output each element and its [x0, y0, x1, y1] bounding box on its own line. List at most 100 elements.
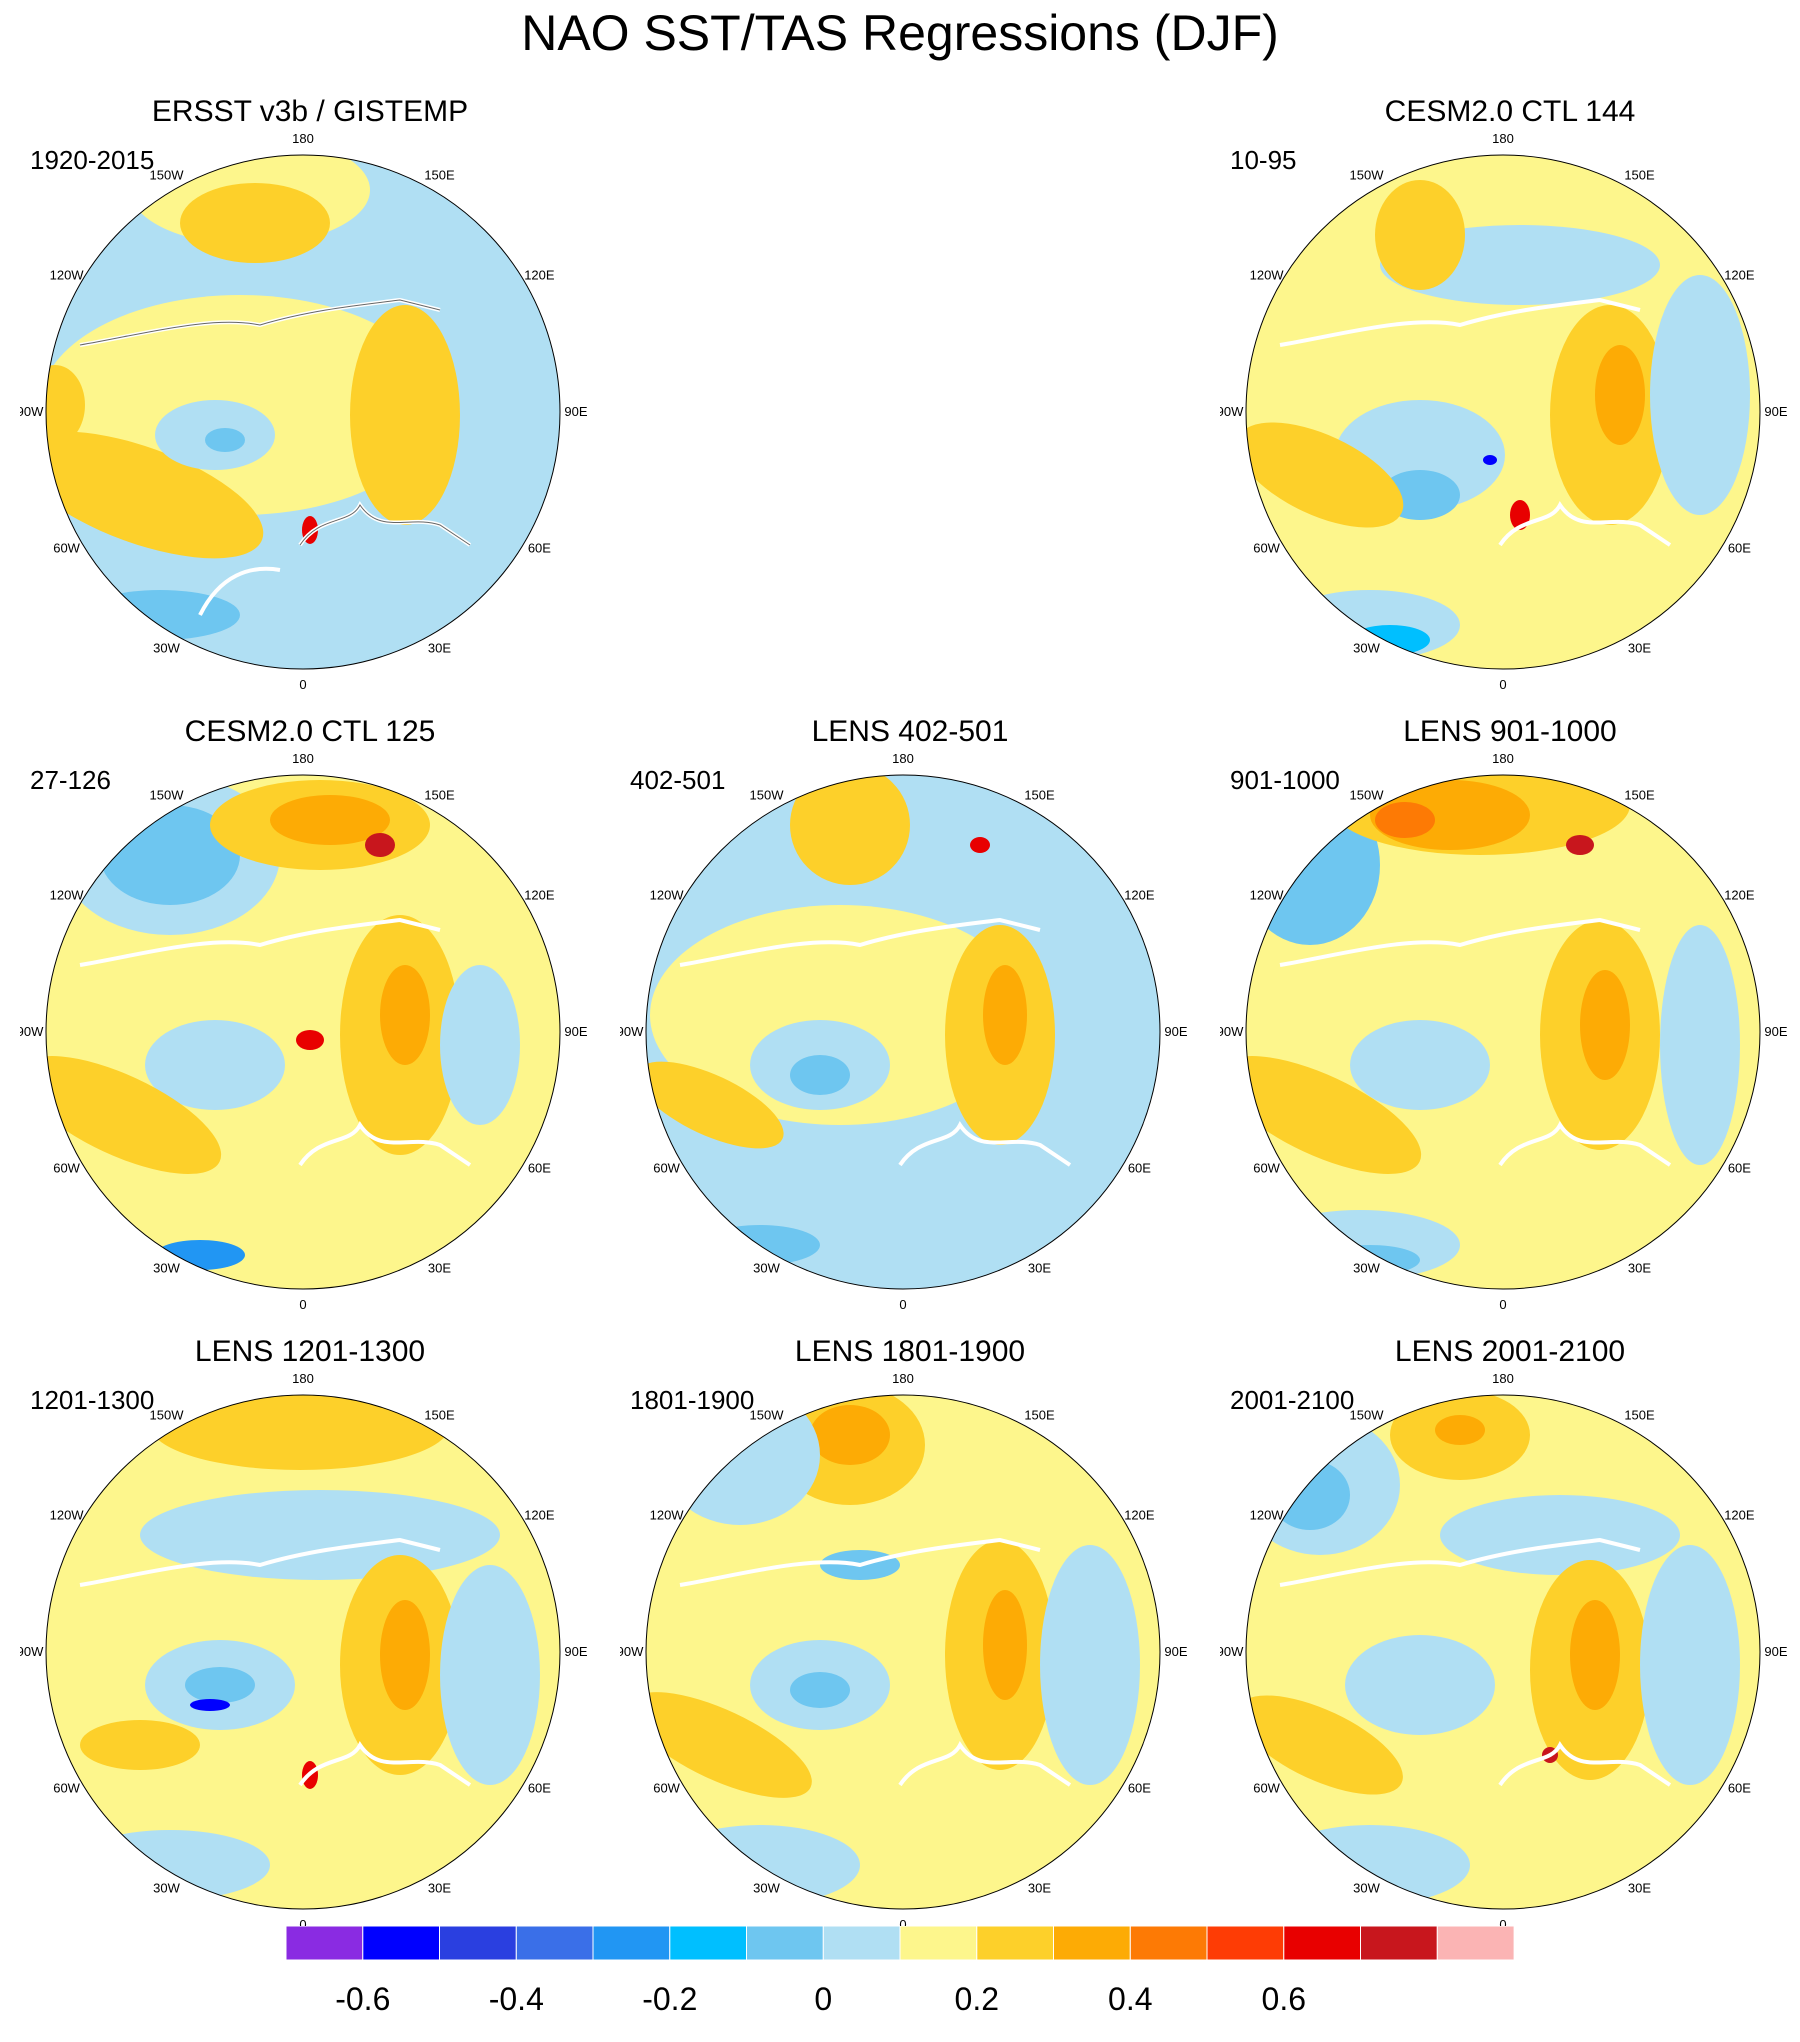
- longitude-label: 90E: [564, 404, 587, 419]
- longitude-label: 180: [892, 1371, 914, 1386]
- polar-map: 180 150E 120E 90E 60E 30E 0 30W 60W 90W 120W 150W: [1220, 1371, 1788, 1932]
- longitude-label: 180: [1492, 1371, 1514, 1386]
- polar-map: 180 150E 120E 90E 60E 30E 0 30W 60W 90W 120W 150W: [620, 751, 1188, 1312]
- longitude-label: 90W: [1220, 1024, 1244, 1039]
- colorbar-tick-label: -0.6: [335, 1981, 390, 2017]
- panel-title: ERSST v3b / GISTEMP: [151, 95, 469, 128]
- polar-map: 180 150E 120E 90E 60E 30E 0 30W 60W 90W 120W 150W: [1220, 751, 1788, 1312]
- longitude-label: 90W: [620, 1024, 644, 1039]
- longitude-label: 90E: [1764, 404, 1787, 419]
- longitude-label: 60E: [1728, 1781, 1751, 1796]
- longitude-label: 150E: [424, 1408, 455, 1423]
- longitude-label: 120E: [1724, 888, 1755, 903]
- longitude-label: 150E: [424, 168, 455, 183]
- longitude-label: 60W: [653, 1161, 680, 1176]
- longitude-label: 150W: [150, 168, 185, 183]
- longitude-label: 0: [1499, 1917, 1506, 1932]
- longitude-label: 150E: [1624, 788, 1655, 803]
- longitude-label: 150W: [1350, 1408, 1385, 1423]
- longitude-label: 60W: [1253, 1161, 1280, 1176]
- panel-period: 27-126: [30, 765, 111, 795]
- longitude-label: 0: [299, 1917, 306, 1932]
- panel-title: LENS 901-1000: [1403, 715, 1617, 748]
- map-panel: CESM2.0 CTL 144 10-95 180 150E 120E 90E 60E 3…: [1220, 95, 1800, 695]
- colorbar-tick-label: 0: [814, 1981, 832, 2017]
- longitude-label: 60E: [1128, 1781, 1151, 1796]
- map-panel: LENS 2001-2100 2001-2100 180 150E 120E 90E 6…: [1220, 1335, 1800, 1935]
- map-panel: LENS 901-1000 901-1000 180 150E 120E 90E 60E…: [1220, 715, 1800, 1315]
- longitude-label: 120W: [50, 888, 85, 903]
- colorbar-swatch: [1053, 1926, 1131, 1961]
- longitude-label: 30E: [428, 1880, 451, 1895]
- panel-period: 1201-1300: [30, 1385, 155, 1415]
- longitude-label: 150W: [1350, 788, 1385, 803]
- panel-title: LENS 1201-1300: [194, 1335, 426, 1368]
- longitude-label: 0: [1499, 677, 1506, 692]
- longitude-label: 30E: [1628, 640, 1651, 655]
- longitude-label: 150E: [1624, 1408, 1655, 1423]
- longitude-label: 90W: [620, 1644, 644, 1659]
- colorbar-tick-label: 0.6: [1262, 1981, 1306, 2017]
- colorbar-swatch: [592, 1926, 671, 1961]
- longitude-label: 60E: [528, 1781, 551, 1796]
- longitude-label: 90E: [1764, 1024, 1787, 1039]
- longitude-label: 120W: [50, 1508, 85, 1523]
- figure-title: NAO SST/TAS Regressions (DJF): [521, 5, 1279, 61]
- colorbar-swatch: [362, 1926, 441, 1961]
- longitude-label: 120W: [650, 888, 685, 903]
- longitude-label: 30W: [1353, 1880, 1380, 1895]
- longitude-label: 120E: [524, 888, 555, 903]
- longitude-label: 30E: [1628, 1880, 1651, 1895]
- longitude-label: 180: [892, 751, 914, 766]
- colorbar-swatch: [515, 1926, 594, 1961]
- longitude-label: 30E: [428, 640, 451, 655]
- longitude-label: 60E: [528, 1161, 551, 1176]
- longitude-label: 120E: [1124, 1508, 1155, 1523]
- colorbar-tick-label: -0.2: [642, 1981, 697, 2017]
- longitude-label: 0: [299, 677, 306, 692]
- longitude-label: 60W: [1253, 541, 1280, 556]
- longitude-label: 60W: [1253, 1781, 1280, 1796]
- longitude-label: 120W: [50, 268, 85, 283]
- longitude-label: 60E: [1128, 1161, 1151, 1176]
- longitude-label: 90E: [1164, 1644, 1187, 1659]
- longitude-label: 30E: [1028, 1880, 1051, 1895]
- longitude-label: 90E: [1164, 1024, 1187, 1039]
- longitude-label: 150E: [1024, 788, 1055, 803]
- panel-title: CESM2.0 CTL 144: [1384, 95, 1636, 128]
- longitude-label: 120E: [1724, 1508, 1755, 1523]
- map-panel: CESM2.0 CTL 125 27-126 180 150E 120E 90E 60E…: [20, 715, 600, 1315]
- longitude-label: 90E: [564, 1024, 587, 1039]
- longitude-label: 30W: [1353, 640, 1380, 655]
- longitude-label: 30W: [753, 1880, 780, 1895]
- longitude-label: 120E: [524, 268, 555, 283]
- longitude-label: 60E: [528, 541, 551, 556]
- longitude-label: 60W: [53, 1161, 80, 1176]
- longitude-label: 120E: [524, 1508, 555, 1523]
- polar-map: 180 150E 120E 90E 60E 30E 0 30W 60W 90W 120W 150W: [620, 1371, 1188, 1932]
- longitude-label: 30E: [1628, 1260, 1651, 1275]
- panel-period: 402-501: [630, 765, 726, 795]
- colorbar-swatch: [899, 1926, 978, 1961]
- longitude-label: 120W: [1250, 268, 1285, 283]
- panel-title: LENS 1801-1900: [794, 1335, 1026, 1368]
- longitude-label: 0: [1499, 1297, 1506, 1312]
- panel-title: LENS 2001-2100: [1394, 1335, 1626, 1368]
- colorbar-swatch: [439, 1926, 517, 1961]
- longitude-label: 60W: [53, 541, 80, 556]
- polar-map: 180 150E 120E 90E 60E 30E 0 30W 60W 90W 120W 150W: [20, 1371, 588, 1932]
- longitude-label: 30W: [153, 1260, 180, 1275]
- polar-map: 180 150E 120E 90E 60E 30E 0 30W 60W 90W 120W 150W: [1220, 131, 1788, 692]
- longitude-label: 120W: [650, 1508, 685, 1523]
- longitude-label: 60E: [1728, 541, 1751, 556]
- longitude-label: 180: [1492, 751, 1514, 766]
- longitude-label: 90W: [1220, 1644, 1244, 1659]
- longitude-label: 60E: [1728, 1161, 1751, 1176]
- colorbar: -0.6 -0.4 -0.2 0 0.2 0.4 0.6: [286, 1926, 1515, 2017]
- colorbar-tick-label: 0.4: [1108, 1981, 1152, 2017]
- colorbar-swatch: [976, 1926, 1055, 1961]
- longitude-label: 60W: [53, 1781, 80, 1796]
- longitude-label: 150E: [424, 788, 455, 803]
- colorbar-tick-label: -0.4: [489, 1981, 544, 2017]
- colorbar-swatch: [669, 1926, 748, 1961]
